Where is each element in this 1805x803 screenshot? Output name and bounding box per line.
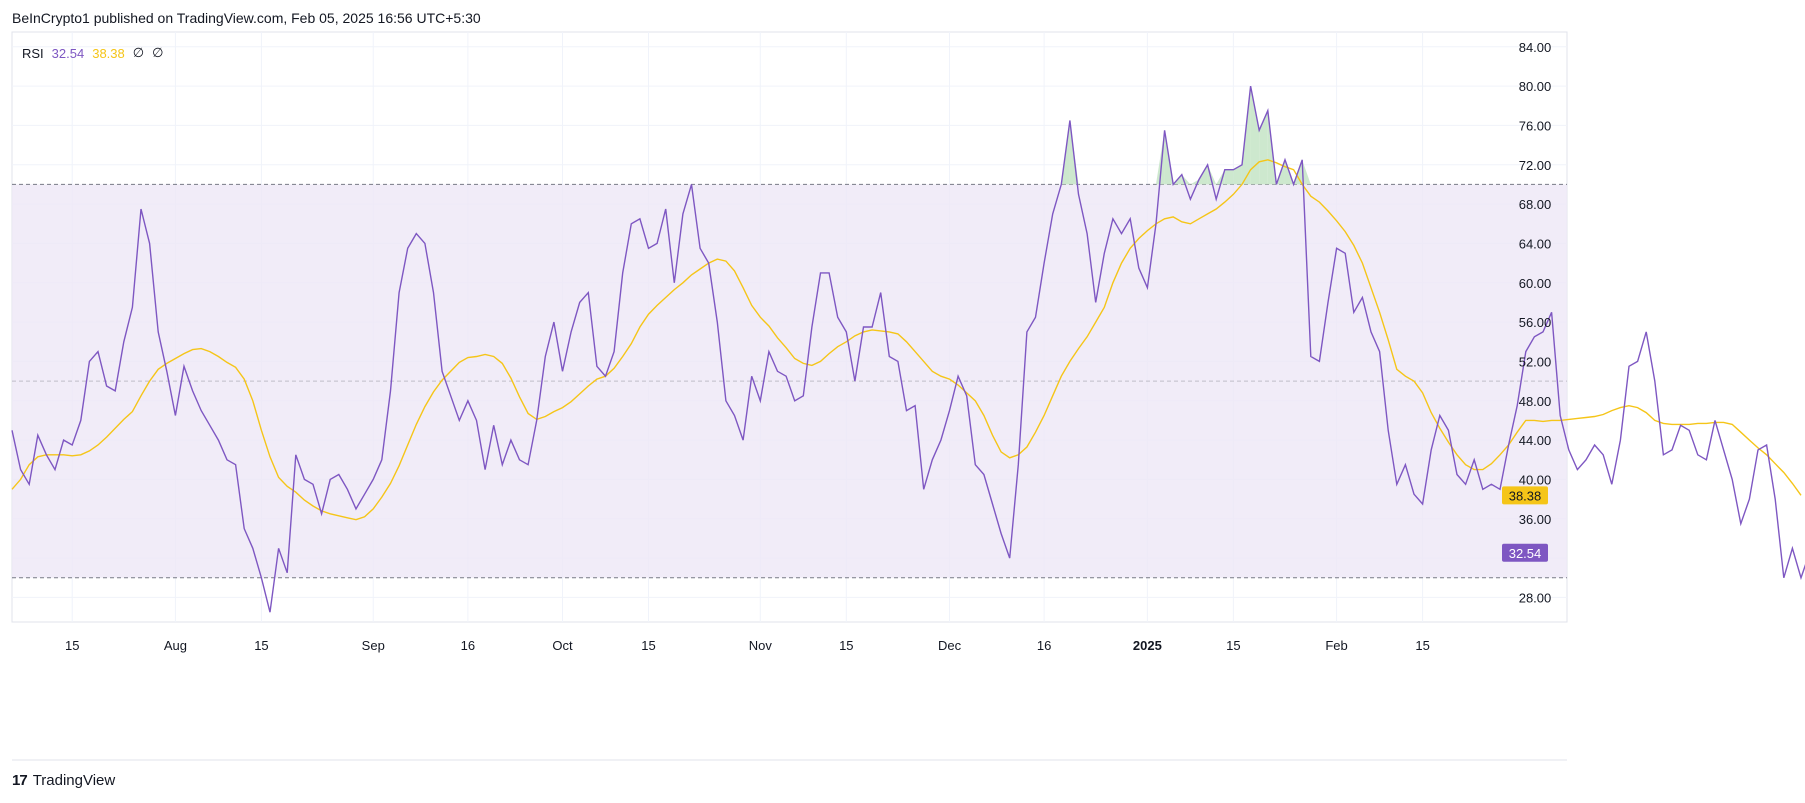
ma-last-label: 38.38 — [1502, 486, 1548, 505]
legend-name: RSI — [22, 45, 44, 61]
x-tick-label: 16 — [461, 638, 475, 653]
x-axis: 15 Aug 15 Sep 16 Oct 15 Nov 15 Dec 16 2025 15 Feb 15 — [65, 638, 1430, 653]
x-tick-label: Dec — [938, 638, 962, 653]
overbought-fill — [1155, 130, 1165, 185]
y-tick-label: 80.00 — [1519, 79, 1552, 94]
overbought-fill — [1216, 169, 1225, 185]
legend-na-1: ∅ — [132, 45, 145, 60]
overbought-fill — [1259, 110, 1268, 185]
y-tick-label: 72.00 — [1519, 158, 1552, 173]
x-tick-label: Nov — [749, 638, 773, 653]
legend-rsi-value: 32.54 — [51, 45, 85, 61]
x-tick-label: Aug — [164, 638, 187, 653]
overbought-fill — [1207, 164, 1217, 185]
x-tick-label: Sep — [362, 638, 385, 653]
series-lines — [11, 85, 1805, 613]
y-tick-label: 48.00 — [1519, 394, 1552, 409]
y-tick-label: 40.00 — [1519, 472, 1552, 487]
rsi-line — [11, 85, 1805, 613]
legend-na-2: ∅ — [152, 45, 164, 60]
overbought-fill — [1233, 164, 1242, 185]
rsi-last-label-text: 32.54 — [1509, 546, 1542, 561]
overbought-fill — [1224, 169, 1234, 185]
footer[interactable]: 17 TradingView — [12, 772, 115, 789]
x-tick-label: Feb — [1325, 638, 1347, 653]
rsi-band — [12, 86, 1567, 579]
ma-line — [11, 159, 1802, 521]
x-tick-label: 15 — [1415, 638, 1429, 653]
overbought-fill — [1302, 159, 1311, 185]
rsi-last-label: 32.54 — [1502, 543, 1548, 562]
y-tick-label: 60.00 — [1519, 276, 1552, 291]
publisher-caption: BeInCrypto1 published on TradingView.com… — [12, 10, 481, 26]
legend-ma-value: 38.38 — [92, 45, 125, 61]
x-tick-label: 15 — [839, 638, 853, 653]
x-tick-label: 16 — [1037, 638, 1051, 653]
y-tick-label: 36.00 — [1519, 512, 1552, 527]
x-tick-label: Oct — [552, 638, 573, 653]
y-axis: 84.00 80.00 76.00 72.00 68.00 64.00 60.00 56.00… — [1519, 40, 1552, 606]
y-tick-label: 52.00 — [1519, 354, 1552, 369]
x-tick-label: 15 — [65, 638, 79, 653]
y-tick-label: 68.00 — [1519, 197, 1552, 212]
y-tick-label: 76.00 — [1519, 118, 1552, 133]
ma-last-label-text: 38.38 — [1509, 488, 1542, 503]
x-tick-label: 15 — [254, 638, 268, 653]
y-tick-label: 28.00 — [1519, 590, 1552, 605]
x-tick-label: 15 — [641, 638, 655, 653]
y-tick-label: 64.00 — [1519, 236, 1552, 251]
footer-brand: TradingView — [32, 772, 116, 789]
legend: RSI 32.54 38.38 ∅ ∅ — [22, 45, 163, 61]
x-tick-label: 15 — [1226, 638, 1240, 653]
y-tick-label: 44.00 — [1519, 433, 1552, 448]
ma-last-label-bg — [1502, 486, 1548, 505]
rsi-last-label-bg — [1502, 543, 1548, 562]
last-value-labels: 38.38 32.54 — [1502, 486, 1548, 562]
y-tick-label: 84.00 — [1519, 40, 1552, 55]
tradingview-logo-icon: 17 — [12, 772, 28, 789]
y-tick-label: 56.00 — [1519, 315, 1552, 330]
x-tick-label: 2025 — [1133, 638, 1162, 653]
overbought-fill — [1250, 86, 1260, 185]
